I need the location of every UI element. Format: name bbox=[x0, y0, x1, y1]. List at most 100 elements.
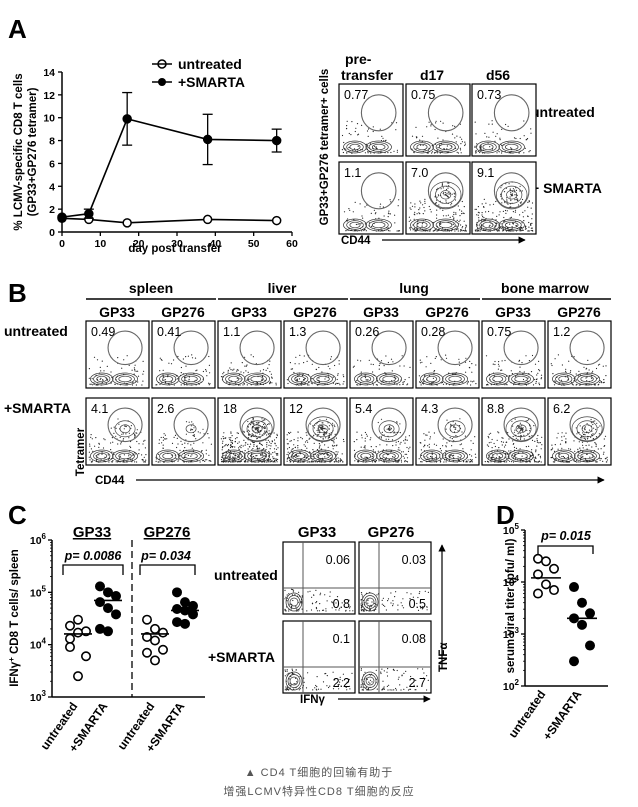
flow-contour bbox=[482, 143, 494, 151]
flow-dot bbox=[419, 362, 422, 364]
flow-dot bbox=[134, 433, 136, 436]
flow-dot bbox=[392, 361, 394, 363]
flow-dot bbox=[477, 214, 479, 216]
flow-dot bbox=[206, 375, 208, 377]
flow-dot bbox=[369, 679, 372, 681]
flow-dot bbox=[337, 374, 339, 376]
flow-dot bbox=[379, 444, 381, 446]
flow-dot bbox=[519, 137, 521, 140]
flow-dot bbox=[397, 440, 399, 443]
flow-dot bbox=[523, 220, 525, 222]
flow-dot bbox=[531, 435, 533, 437]
flow-dot bbox=[270, 445, 272, 447]
flow-dot bbox=[297, 445, 299, 447]
flow-dot bbox=[299, 688, 301, 690]
flow-dot bbox=[499, 137, 501, 139]
flow-dot bbox=[106, 378, 109, 380]
flow-dot bbox=[339, 458, 341, 460]
flow-dot bbox=[159, 383, 161, 386]
flow-dot bbox=[122, 431, 124, 433]
flow-dot bbox=[304, 459, 306, 461]
flow-dot bbox=[387, 598, 390, 600]
flow-dot bbox=[185, 365, 187, 367]
flow-dot bbox=[135, 370, 137, 372]
flow-dot bbox=[262, 420, 264, 422]
flow-dot bbox=[335, 451, 337, 453]
flow-dot bbox=[573, 440, 575, 442]
point-smarta bbox=[202, 134, 213, 145]
flow-dot bbox=[519, 366, 521, 368]
a-xtick-label: 0 bbox=[59, 238, 65, 250]
flow-dot bbox=[202, 428, 204, 430]
flow-dot bbox=[221, 461, 223, 463]
flow-dot bbox=[501, 226, 503, 229]
flow-dot bbox=[517, 438, 519, 441]
flow-dot bbox=[295, 683, 297, 685]
flow-dot bbox=[268, 444, 270, 446]
flow-dot bbox=[308, 455, 310, 457]
flow-dot bbox=[158, 458, 160, 460]
flow-dot bbox=[324, 456, 326, 458]
flow-percentage: 5.4 bbox=[355, 402, 372, 416]
flow-dot bbox=[429, 230, 431, 232]
flow-dot bbox=[600, 448, 602, 450]
flow-dot bbox=[540, 374, 543, 376]
row-label-smarta-c: +SMARTA bbox=[208, 649, 275, 665]
flow-dot bbox=[525, 139, 527, 141]
flow-dot bbox=[538, 382, 540, 384]
flow-dot bbox=[498, 230, 500, 232]
flow-dot bbox=[208, 382, 210, 384]
flow-dot bbox=[284, 589, 286, 592]
flow-dot bbox=[287, 451, 289, 453]
flow-dot bbox=[582, 455, 584, 457]
flow-dot bbox=[332, 440, 334, 442]
flow-contour bbox=[382, 375, 396, 383]
flow-contour bbox=[489, 374, 507, 384]
flow-dot bbox=[164, 438, 166, 440]
flow-dot bbox=[453, 440, 455, 442]
flow-dot bbox=[366, 435, 368, 437]
d-point-smarta bbox=[584, 640, 595, 651]
flow-dot bbox=[392, 603, 394, 605]
scatter-point-gp276-untreated bbox=[158, 644, 169, 655]
flow-dot bbox=[259, 430, 262, 433]
flow-dot bbox=[475, 149, 477, 152]
flow-dot bbox=[479, 151, 481, 154]
panel-c-flow: GP33 GP276 untreated +SMARTA IFNγ TNFα 0… bbox=[208, 524, 450, 706]
flow-dot bbox=[440, 450, 442, 452]
flow-dot bbox=[103, 370, 105, 372]
flow-dot bbox=[111, 461, 114, 463]
flow-dot bbox=[404, 461, 406, 463]
flow-dot bbox=[428, 230, 430, 232]
flow-dot bbox=[396, 422, 398, 424]
flow-dot bbox=[421, 225, 423, 227]
flow-dot bbox=[463, 229, 465, 232]
flow-percentage: 6.2 bbox=[553, 402, 570, 416]
flow-dot bbox=[250, 420, 252, 422]
flow-dot bbox=[378, 368, 380, 370]
scatter-point-gp33-smarta bbox=[103, 603, 114, 614]
flow-dot bbox=[606, 456, 608, 458]
flow-dot bbox=[530, 371, 533, 373]
flow-dot bbox=[503, 446, 506, 448]
flow-dot bbox=[497, 363, 500, 365]
panel-a-x-label: day post transfer bbox=[128, 243, 222, 255]
flow-dot bbox=[429, 436, 431, 438]
flow-dot bbox=[332, 688, 335, 690]
gate-contour bbox=[440, 190, 452, 200]
flow-dot bbox=[286, 460, 288, 462]
flow-dot bbox=[132, 381, 134, 384]
flow-dot bbox=[509, 196, 511, 198]
flow-dot bbox=[205, 453, 207, 455]
flow-dot bbox=[229, 367, 231, 369]
flow-dot bbox=[450, 425, 452, 427]
flow-dot bbox=[567, 375, 569, 377]
flow-dot bbox=[494, 458, 496, 460]
flow-dot bbox=[606, 459, 609, 461]
flow-dot bbox=[202, 442, 204, 444]
flow-dot bbox=[523, 438, 525, 440]
flow-dot bbox=[452, 223, 455, 225]
flow-dot bbox=[521, 230, 523, 232]
flow-dot bbox=[315, 608, 318, 610]
flow-dot bbox=[301, 438, 303, 440]
